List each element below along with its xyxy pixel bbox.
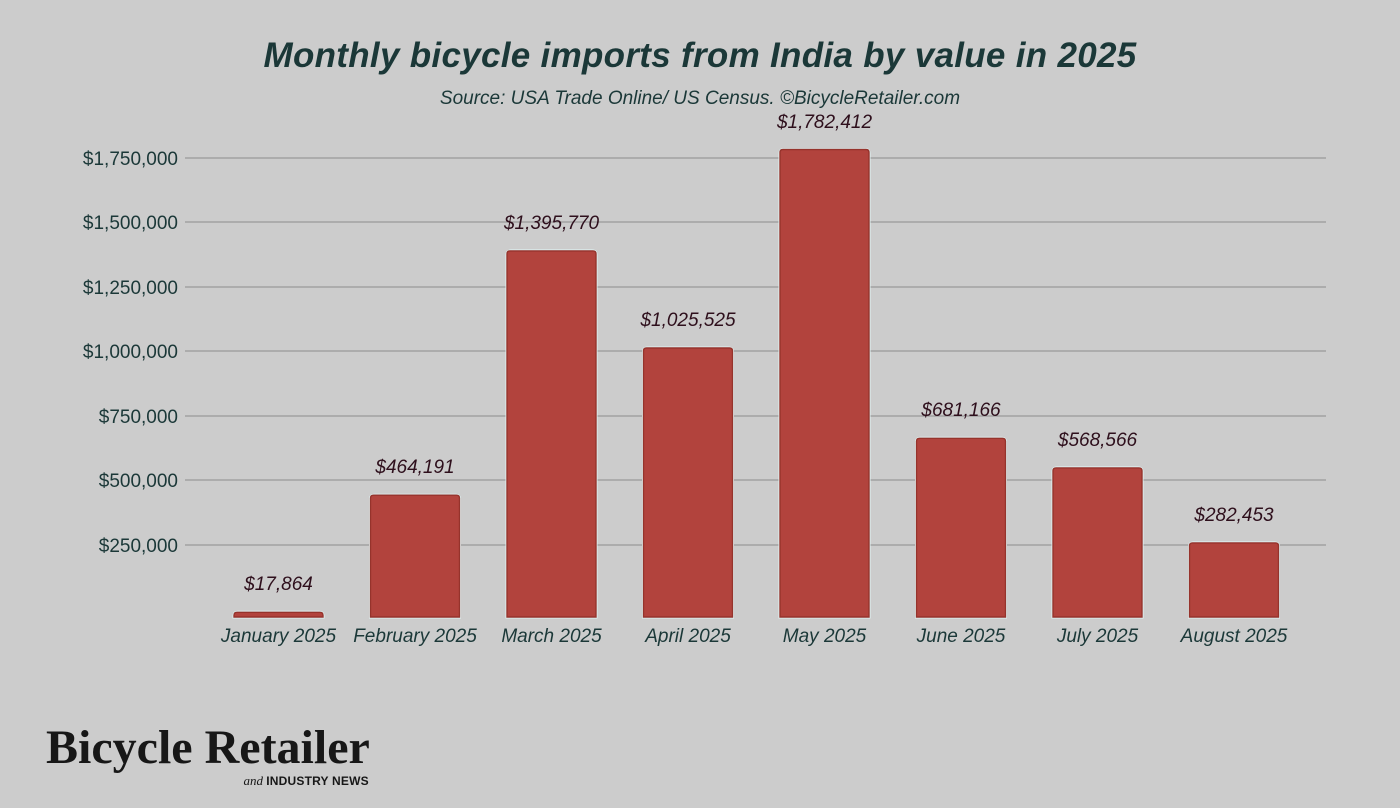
svg-text:$1,000,000: $1,000,000 [83,342,178,363]
svg-text:$17,864: $17,864 [243,574,313,595]
svg-text:January 2025: January 2025 [220,626,337,647]
svg-text:April 2025: April 2025 [644,626,731,647]
svg-text:$282,453: $282,453 [1193,505,1274,526]
svg-text:July 2025: July 2025 [1056,626,1139,647]
svg-text:$500,000: $500,000 [99,471,178,492]
svg-text:$1,782,412: $1,782,412 [776,112,873,133]
svg-text:$464,191: $464,191 [374,457,454,478]
svg-text:February 2025: February 2025 [353,626,477,647]
svg-text:$1,025,525: $1,025,525 [639,310,736,331]
svg-text:August 2025: August 2025 [1180,626,1288,647]
svg-text:$1,750,000: $1,750,000 [83,149,178,170]
svg-text:$1,395,770: $1,395,770 [503,213,600,234]
svg-text:$568,566: $568,566 [1057,430,1138,451]
svg-text:$250,000: $250,000 [99,536,178,557]
svg-text:$1,500,000: $1,500,000 [83,213,178,234]
svg-text:$681,166: $681,166 [920,400,1001,421]
svg-text:$1,250,000: $1,250,000 [83,278,178,299]
svg-text:May 2025: May 2025 [783,626,867,647]
svg-text:June 2025: June 2025 [916,626,1006,647]
svg-text:March 2025: March 2025 [501,626,602,647]
svg-text:$750,000: $750,000 [99,407,178,428]
